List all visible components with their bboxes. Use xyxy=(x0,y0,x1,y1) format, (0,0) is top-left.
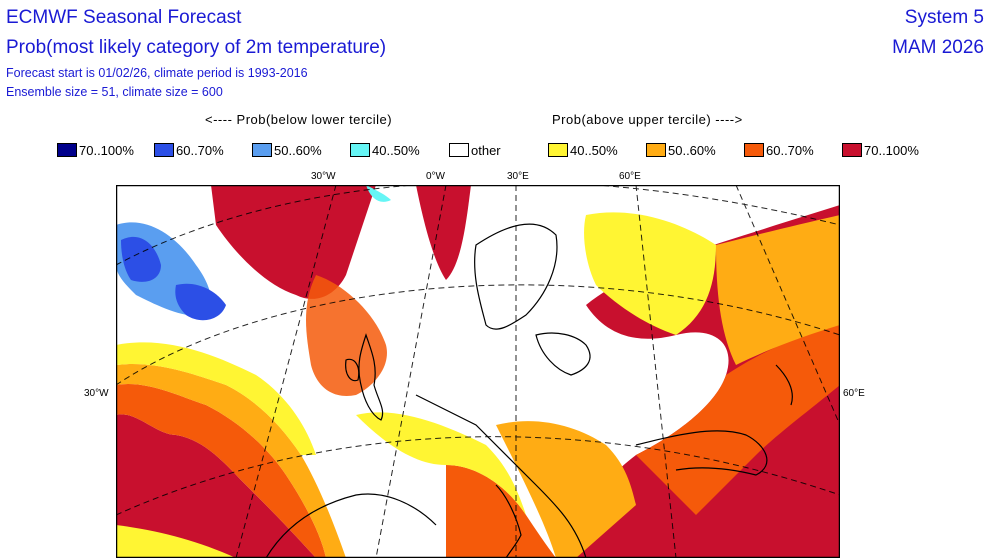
legend-item-above-40-50: 40..50% xyxy=(548,142,618,158)
map-subtitle: Prob(most likely category of 2m temperat… xyxy=(6,37,387,58)
region-above-50-60-iberia xyxy=(116,364,346,558)
probability-map xyxy=(116,185,840,558)
coast-scandinavia xyxy=(474,223,558,330)
legend-swatch xyxy=(842,143,862,157)
legend-swatch xyxy=(154,143,174,157)
region-above-60-70-russia xyxy=(636,325,840,515)
region-above-60-70-italy xyxy=(446,465,556,558)
graticule xyxy=(116,185,840,558)
region-above-40-50-france xyxy=(356,412,526,515)
region-above-70-100-atlantic xyxy=(116,414,316,558)
legend-item-other: other xyxy=(449,142,501,158)
legend-item-below-70-100: 70..100% xyxy=(57,142,134,158)
top-axis-label-30e: 30°E xyxy=(507,171,529,182)
legend-label: 40..50% xyxy=(372,142,420,158)
legend-item-below-60-70: 60..70% xyxy=(154,142,224,158)
system-label: System 5 xyxy=(904,7,984,28)
top-axis-label-0w: 0°W xyxy=(426,171,445,182)
region-above-40-50-scandinavia xyxy=(584,212,716,335)
legend-item-below-50-60: 50..60% xyxy=(252,142,322,158)
region-below-40-50 xyxy=(366,185,391,202)
top-axis-label-60e: 60°E xyxy=(619,171,641,182)
above-tercile-caption: Prob(above upper tercile) ----> xyxy=(552,112,743,127)
legend-swatch xyxy=(449,143,469,157)
coast-great-britain xyxy=(358,333,384,421)
region-below-60-70 xyxy=(121,236,161,282)
season-label: MAM 2026 xyxy=(892,37,984,58)
legend-swatch xyxy=(744,143,764,157)
region-above-40-50-west xyxy=(116,342,316,455)
region-above-50-60-balkans xyxy=(496,421,636,558)
below-tercile-caption: <---- Prob(below lower tercile) xyxy=(205,112,393,127)
legend-label: 50..60% xyxy=(668,142,716,158)
region-above-40-50-southwest xyxy=(116,525,236,558)
legend-swatch xyxy=(252,143,272,157)
legend-item-above-60-70: 60..70% xyxy=(744,142,814,158)
graticule-lon-4 xyxy=(635,185,677,558)
region-above-70-100-norway xyxy=(416,185,471,280)
forecast-start-info: Forecast start is 01/02/26, climate peri… xyxy=(6,66,308,80)
legend-item-above-50-60: 50..60% xyxy=(646,142,716,158)
coast-continent xyxy=(415,394,587,558)
graticule-lat-1 xyxy=(116,185,840,266)
legend-label: 60..70% xyxy=(176,142,224,158)
legend-label: 50..60% xyxy=(274,142,322,158)
legend-label: 70..100% xyxy=(79,142,134,158)
right-axis-label-60e: 60°E xyxy=(843,388,865,399)
graticule-lon-1 xyxy=(235,185,337,558)
coastlines xyxy=(265,223,793,558)
legend-label: 60..70% xyxy=(766,142,814,158)
region-above-60-70-uk xyxy=(306,275,387,396)
region-above-50-60-northeast xyxy=(716,215,840,365)
graticule-lon-2 xyxy=(375,185,447,558)
graticule-lat-2 xyxy=(116,284,840,386)
left-axis-label-30w: 30°W xyxy=(84,388,109,399)
region-above-70-100-north-atlantic xyxy=(211,185,376,299)
map-title: ECMWF Seasonal Forecast xyxy=(6,7,242,28)
legend-label: 70..100% xyxy=(864,142,919,158)
legend-swatch xyxy=(646,143,666,157)
legend-item-below-40-50: 40..50% xyxy=(350,142,420,158)
coast-italy xyxy=(495,484,522,558)
coast-iberia xyxy=(265,493,437,558)
coast-black-sea xyxy=(635,430,768,476)
legend-swatch xyxy=(350,143,370,157)
ensemble-size-info: Ensemble size = 51, climate size = 600 xyxy=(6,85,223,99)
coast-caspian xyxy=(775,364,793,406)
graticule-lat-3 xyxy=(116,436,840,516)
legend-swatch xyxy=(548,143,568,157)
coast-baltic xyxy=(535,332,591,376)
legend-item-above-70-100: 70..100% xyxy=(842,142,919,158)
legend-label: other xyxy=(471,142,501,158)
top-axis-label-30w: 30°W xyxy=(311,171,336,182)
graticule-lon-5 xyxy=(735,185,840,426)
region-above-60-70-atlantic xyxy=(116,384,326,558)
legend-label: 40..50% xyxy=(570,142,618,158)
coast-ireland xyxy=(345,358,360,382)
region-below-60-70-2 xyxy=(175,283,226,321)
legend-swatch xyxy=(57,143,77,157)
